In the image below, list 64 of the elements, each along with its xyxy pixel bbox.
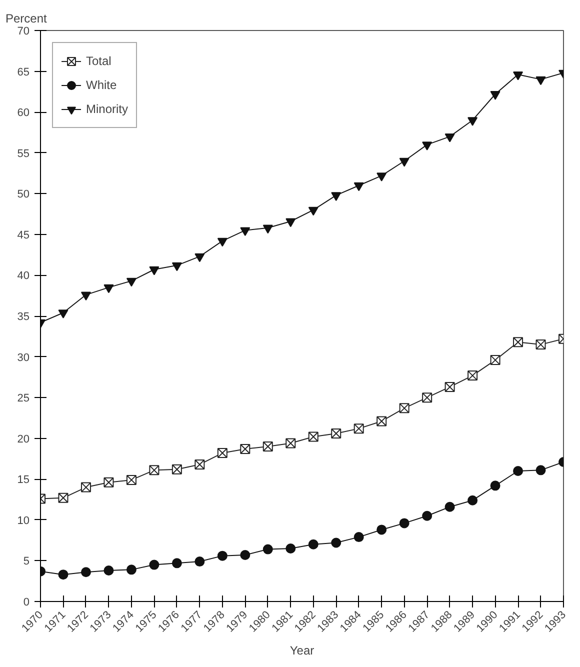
point (468, 117, 478, 126)
y-tick-label: 60 (17, 107, 30, 120)
point (490, 480, 500, 491)
y-tick-label: 10 (17, 514, 30, 527)
point (194, 556, 205, 567)
point (536, 76, 546, 86)
point (331, 192, 342, 201)
point (240, 550, 250, 560)
point (308, 539, 318, 550)
point (376, 524, 387, 535)
point (354, 532, 364, 542)
point (468, 495, 478, 506)
y-tick-label: 40 (17, 270, 30, 282)
point (422, 510, 432, 521)
point (172, 558, 182, 568)
point (376, 172, 387, 182)
y-tick-label: 55 (17, 148, 30, 160)
point (194, 253, 205, 262)
point (331, 538, 342, 548)
y-tick-label: 20 (17, 433, 30, 446)
point (217, 550, 228, 561)
y-tick-label: 15 (17, 474, 30, 486)
point (308, 206, 318, 216)
point (513, 71, 524, 80)
point (354, 182, 364, 192)
legend-label: Total (86, 54, 112, 68)
point (104, 566, 114, 576)
point (262, 224, 273, 234)
y-tick-label: 25 (17, 392, 30, 405)
point (286, 543, 296, 554)
point (240, 227, 250, 236)
y-tick-label: 0 (23, 596, 30, 608)
point (286, 218, 296, 228)
point (172, 262, 182, 272)
point (262, 544, 273, 554)
y-tick-label: 50 (17, 188, 30, 201)
y-tick-label: 35 (17, 311, 30, 323)
point (444, 502, 455, 512)
point (149, 266, 160, 276)
point (536, 465, 546, 476)
point (80, 567, 91, 578)
y-tick-label: 5 (23, 556, 30, 568)
y-tick-label: 65 (17, 66, 30, 78)
point (513, 466, 524, 476)
point (58, 570, 68, 580)
point (126, 278, 136, 287)
point (422, 142, 432, 150)
x-axis-title: Year (290, 643, 314, 658)
point (444, 133, 455, 142)
y-axis-title: Percent (6, 12, 48, 26)
point (399, 158, 410, 167)
point (490, 91, 500, 100)
point (104, 284, 114, 294)
point (58, 310, 68, 318)
point (126, 564, 136, 575)
y-tick-label: 30 (17, 352, 30, 364)
point (217, 238, 228, 247)
legend-label: Minority (86, 102, 128, 116)
point (399, 518, 410, 528)
point (149, 560, 160, 570)
y-tick-label: 70 (17, 26, 30, 38)
y-tick-label: 45 (17, 229, 30, 242)
legend-label: White (86, 78, 117, 92)
point (80, 292, 91, 300)
